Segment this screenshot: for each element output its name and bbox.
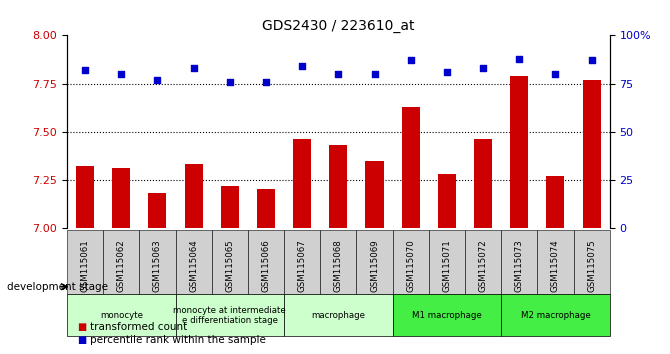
- Point: [224, 79, 235, 85]
- FancyBboxPatch shape: [139, 230, 176, 295]
- Bar: [438, 174, 456, 228]
- FancyBboxPatch shape: [356, 230, 393, 295]
- FancyBboxPatch shape: [176, 295, 284, 336]
- Point: [442, 69, 452, 75]
- Point: [369, 71, 380, 77]
- Text: GSM115070: GSM115070: [406, 239, 415, 292]
- Bar: [149, 193, 166, 228]
- Bar: [583, 80, 601, 228]
- FancyBboxPatch shape: [501, 230, 537, 295]
- Text: development stage: development stage: [7, 282, 108, 292]
- FancyBboxPatch shape: [501, 295, 610, 336]
- Text: GSM115065: GSM115065: [225, 239, 234, 292]
- FancyBboxPatch shape: [176, 230, 212, 295]
- Text: GSM115067: GSM115067: [297, 239, 307, 292]
- FancyBboxPatch shape: [393, 230, 429, 295]
- Text: GSM115073: GSM115073: [515, 239, 524, 292]
- Point: [478, 65, 488, 71]
- Text: ■: ■: [77, 322, 86, 332]
- FancyBboxPatch shape: [67, 230, 103, 295]
- Point: [333, 71, 344, 77]
- Bar: [221, 185, 239, 228]
- Point: [405, 58, 416, 63]
- Bar: [293, 139, 311, 228]
- Text: percentile rank within the sample: percentile rank within the sample: [90, 335, 266, 345]
- Text: GSM115069: GSM115069: [370, 239, 379, 292]
- Text: monocyte at intermediate
e differentiation stage: monocyte at intermediate e differentiati…: [174, 306, 286, 325]
- FancyBboxPatch shape: [103, 230, 139, 295]
- Text: GSM115075: GSM115075: [587, 239, 596, 292]
- Bar: [511, 76, 529, 228]
- Point: [80, 67, 90, 73]
- Bar: [112, 168, 130, 228]
- Text: monocyte: monocyte: [100, 311, 143, 320]
- FancyBboxPatch shape: [284, 230, 320, 295]
- Point: [550, 71, 561, 77]
- Point: [586, 58, 597, 63]
- Text: GSM115064: GSM115064: [189, 239, 198, 292]
- Point: [188, 65, 199, 71]
- Bar: [366, 161, 383, 228]
- Text: GSM115068: GSM115068: [334, 239, 343, 292]
- FancyBboxPatch shape: [67, 295, 176, 336]
- Text: GSM115063: GSM115063: [153, 239, 162, 292]
- Text: ■: ■: [77, 335, 86, 345]
- Text: M1 macrophage: M1 macrophage: [412, 311, 482, 320]
- Text: transformed count: transformed count: [90, 322, 188, 332]
- Text: GSM115066: GSM115066: [261, 239, 271, 292]
- Point: [152, 77, 163, 82]
- FancyBboxPatch shape: [212, 230, 248, 295]
- Text: GSM115074: GSM115074: [551, 239, 560, 292]
- Bar: [76, 166, 94, 228]
- FancyBboxPatch shape: [465, 230, 501, 295]
- Text: GSM115061: GSM115061: [80, 239, 90, 292]
- FancyBboxPatch shape: [248, 230, 284, 295]
- Text: GSM115071: GSM115071: [442, 239, 452, 292]
- FancyBboxPatch shape: [284, 295, 393, 336]
- Text: macrophage: macrophage: [312, 311, 365, 320]
- Point: [116, 71, 127, 77]
- Point: [514, 56, 525, 61]
- FancyBboxPatch shape: [574, 230, 610, 295]
- Text: GSM115062: GSM115062: [117, 239, 126, 292]
- Text: GSM115072: GSM115072: [478, 239, 488, 292]
- Point: [297, 63, 308, 69]
- Point: [261, 79, 271, 85]
- FancyBboxPatch shape: [537, 230, 574, 295]
- Bar: [474, 139, 492, 228]
- FancyBboxPatch shape: [393, 295, 501, 336]
- Bar: [330, 145, 347, 228]
- Bar: [401, 107, 419, 228]
- Bar: [185, 164, 203, 228]
- FancyBboxPatch shape: [429, 230, 465, 295]
- Bar: [547, 176, 564, 228]
- Text: M2 macrophage: M2 macrophage: [521, 311, 590, 320]
- Bar: [257, 189, 275, 228]
- Title: GDS2430 / 223610_at: GDS2430 / 223610_at: [262, 19, 415, 33]
- FancyBboxPatch shape: [320, 230, 356, 295]
